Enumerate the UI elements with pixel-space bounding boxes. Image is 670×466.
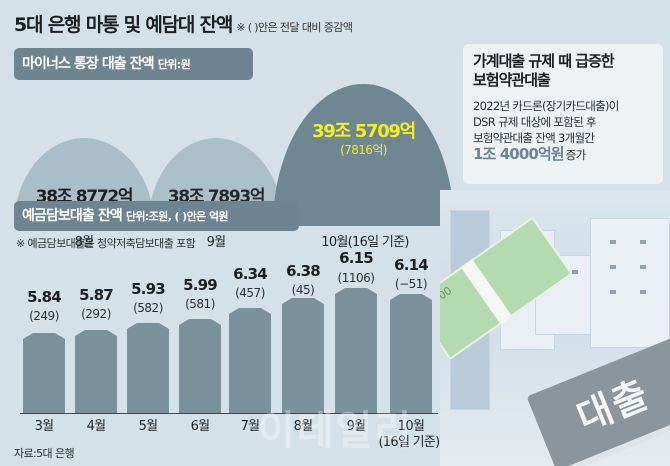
- section-unit: 단위:원: [157, 58, 191, 71]
- bar-change: (582): [133, 301, 163, 315]
- booklet-text: 대출: [570, 371, 656, 441]
- cash-stack-icon: [335, 288, 377, 299]
- watermark: 이데일리: [258, 408, 414, 454]
- section-label: 마이너스 통장 대출 잔액: [22, 56, 155, 72]
- building-icon: [590, 218, 670, 348]
- x-tick-label: 10월: [397, 419, 425, 434]
- info-body-line2: DSR 규제 대상에 포함된 후: [473, 115, 596, 129]
- bar-value: 5.99: [183, 276, 218, 294]
- bar-apr: [75, 330, 117, 413]
- bar-value: 6.38: [286, 262, 321, 280]
- title-text: 5대 은행 마통 및 예담대 잔액: [14, 14, 233, 36]
- dome-month-oct: 10월(16일 기준): [321, 235, 409, 250]
- cash-stack-icon: [179, 319, 221, 330]
- illustration-money-loan: 10000 대출: [440, 190, 670, 466]
- cash-stack-icon: [229, 308, 271, 319]
- info-body-line1: 2022년 카드론(장기카드대출)이: [473, 99, 619, 113]
- bar-mar: [23, 333, 65, 413]
- x-tick-label: 9월: [346, 419, 367, 434]
- x-axis-line: [20, 413, 438, 414]
- dome-month-sep: 9월: [206, 235, 227, 250]
- bar-jul: [229, 308, 271, 413]
- x-tick-label: 3월: [34, 419, 55, 434]
- x-tick-note: (16일 기준): [378, 435, 440, 450]
- insurance-loan-info-box: 가계대출 규제 때 급증한 보험약관대출 2022년 카드론(장기카드대출)이 …: [463, 44, 663, 184]
- bar-value: 5.93: [131, 280, 166, 298]
- bar-sep: [335, 288, 377, 413]
- bar-change: (249): [29, 309, 59, 323]
- deposit-loan-bar-chart: 5.84 (249) 5.87 (292) 5.93 (582) 5.99 (5…: [20, 249, 440, 450]
- bar-aug: [282, 298, 324, 413]
- x-tick-label: 4월: [86, 419, 107, 434]
- bar-value: 6.34: [233, 265, 268, 283]
- bar-jun: [179, 319, 221, 413]
- info-title-line2: 보험약관대출: [473, 71, 551, 89]
- x-tick-label: 7월: [240, 419, 261, 434]
- section-label: 예금담보대출 잔액: [22, 208, 123, 224]
- title-note: ※ ( )안은 전달 대비 증감액: [236, 21, 353, 34]
- minus-account-section-header: 마이너스 통장 대출 잔액 단위:원: [14, 48, 253, 80]
- deposit-loan-section-header: 예금담보대출 잔액 단위:조원, ( )안은 억원: [14, 201, 299, 231]
- bar-change: (1106): [337, 271, 375, 285]
- bar-change: (457): [235, 286, 265, 300]
- bar-change: (−51): [394, 277, 428, 291]
- deposit-loan-footnote: ※ 예금담보대출은 청약저축담보대출 포함: [16, 237, 196, 250]
- bar-value: 6.15: [339, 249, 374, 267]
- bar-change: (292): [81, 307, 111, 321]
- cash-stack-icon: [282, 298, 324, 309]
- cash-stack-icon: [127, 323, 169, 334]
- x-tick-label: 8월: [293, 419, 314, 434]
- bar-value: 5.84: [27, 288, 62, 306]
- cash-stack-icon: [390, 294, 432, 305]
- bar-value: 5.87: [79, 286, 114, 304]
- chart-title: 5대 은행 마통 및 예담대 잔액 ※ ( )안은 전달 대비 증감액: [14, 10, 353, 37]
- dome-change-highlight: (7816억): [340, 143, 387, 157]
- info-suffix: 증가: [565, 148, 586, 162]
- dome-month-aug: 8월: [74, 235, 95, 250]
- cash-stack-icon: [75, 330, 117, 341]
- info-title-line1: 가계대출 규제 때 급증한: [473, 52, 615, 70]
- bar-value: 6.14: [394, 256, 429, 274]
- bar-oct: [390, 294, 432, 413]
- bar-change: (45): [291, 283, 315, 297]
- bar-change: (581): [185, 297, 215, 311]
- banknote-denomination: 10000: [440, 284, 454, 314]
- x-tick-label: 5월: [138, 419, 159, 434]
- section-unit: 단위:조원, ( )안은 억원: [125, 210, 229, 223]
- source-note: 자료:5대 은행: [14, 447, 75, 460]
- dome-value-highlight: 39조 5709억: [312, 121, 416, 142]
- info-body-line3: 보험약관대출 잔액 3개월간: [473, 131, 595, 145]
- bar-may: [127, 323, 169, 413]
- info-highlight-amount: 1조 4000억원: [473, 145, 565, 163]
- x-tick-label: 6월: [190, 419, 211, 434]
- cash-stack-icon: [23, 333, 65, 344]
